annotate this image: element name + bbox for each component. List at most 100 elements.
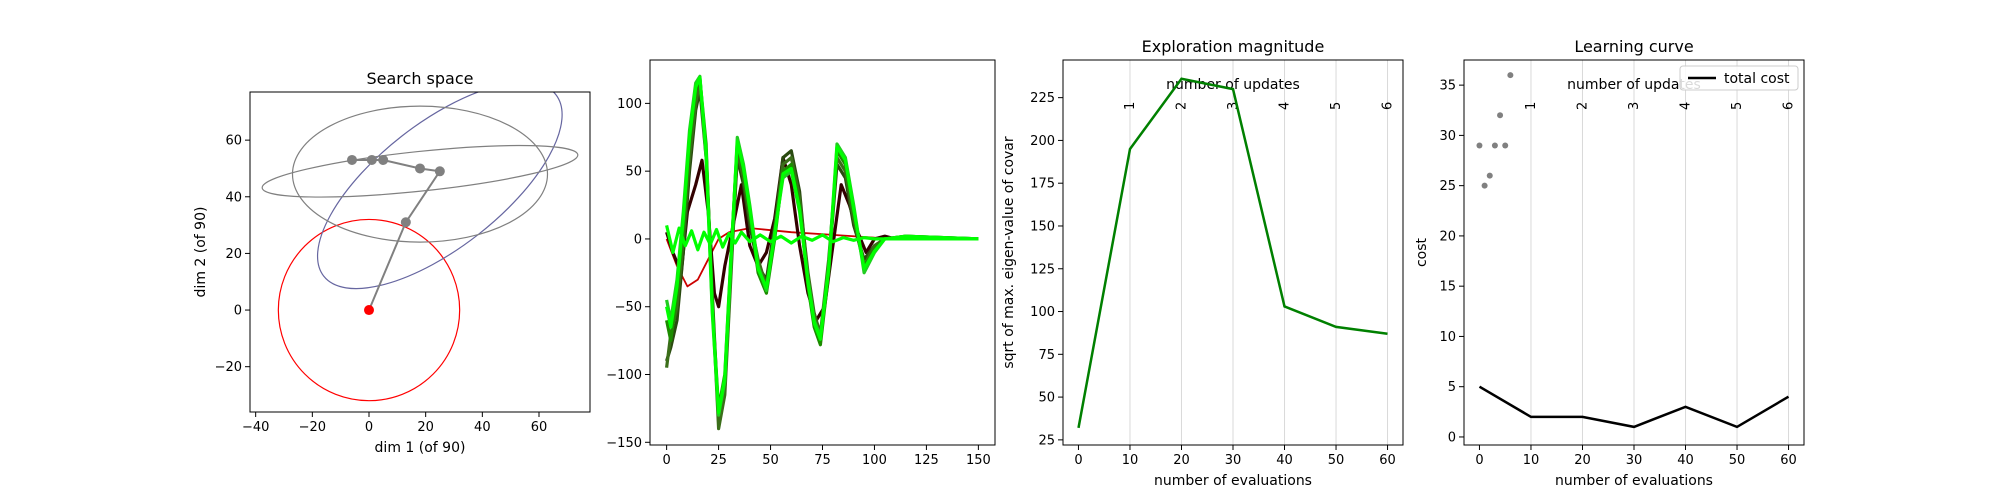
x-tick-label: 150	[966, 453, 991, 468]
sample-point	[1481, 182, 1488, 189]
y-tick-label: 20	[1439, 229, 1456, 244]
sample-point	[1497, 112, 1504, 119]
x-axis-label: number of evaluations	[1555, 473, 1713, 489]
update-tick-label: 6	[1381, 102, 1396, 110]
y-tick-label: 25	[1038, 433, 1055, 448]
mean-point	[400, 217, 411, 228]
x-tick-label: 20	[417, 420, 434, 435]
trajectory-line	[665, 74, 979, 417]
x-tick-label: 40	[1276, 453, 1293, 468]
y-tick-label: 100	[1030, 305, 1055, 320]
x-axis-label: dim 1 (of 90)	[375, 440, 466, 456]
x-tick-label: 0	[1074, 453, 1082, 468]
update-tick-label: 4	[1278, 102, 1293, 110]
update-tick-label: 3	[1627, 102, 1642, 110]
y-tick-label: 0	[1448, 430, 1456, 445]
update-tick-label: 4	[1679, 102, 1694, 110]
sample-point	[1486, 172, 1493, 179]
x-tick-label: 60	[1379, 453, 1396, 468]
x-tick-label: 0	[662, 453, 670, 468]
x-tick-label: 0	[1475, 453, 1483, 468]
x-tick-label: −40	[242, 420, 269, 435]
x-tick-label: 20	[1173, 453, 1190, 468]
trajectories-panel: 0 25 50 75 100 125 150 −150 −100 −50 0 50 100	[606, 59, 996, 468]
mean-point	[415, 163, 425, 174]
y-tick-label: 75	[1038, 348, 1055, 363]
x-tick-label: 25	[710, 453, 727, 468]
y-tick-label: 15	[1439, 280, 1456, 295]
legend-box	[1679, 65, 1799, 91]
update-tick-label: 6	[1782, 102, 1797, 110]
y-tick-label: 40	[225, 190, 242, 205]
plot-area	[261, 92, 579, 402]
y-tick-label: 200	[1030, 134, 1055, 149]
search-space-panel: −40 −20 0 20 40 60 −20 0 20 40 60 Search space dim 1…	[193, 69, 591, 456]
total-cost-line	[1478, 385, 1790, 429]
chart-title: Exploration magnitude	[1142, 37, 1325, 56]
sample-point	[1502, 142, 1509, 149]
plot-area	[665, 74, 979, 431]
y-tick-label: 20	[225, 247, 242, 262]
x-axis-label: number of evaluations	[1154, 473, 1312, 489]
x-tick-label: 60	[1780, 453, 1797, 468]
initial-mean-point	[364, 305, 374, 316]
update-tick-label: 2	[1174, 102, 1189, 110]
y-tick-label: 150	[1030, 219, 1055, 234]
y-axis-label: sqrt of max. eigen-value of covar	[1001, 136, 1017, 369]
trajectory-line	[665, 77, 979, 410]
update-tick-label: 1	[1123, 102, 1138, 110]
y-tick-label: 125	[1030, 262, 1055, 277]
covariance-ellipse	[261, 144, 579, 198]
y-tick-label: 175	[1030, 177, 1055, 192]
mean-point	[366, 154, 377, 165]
y-tick-label: 225	[1030, 91, 1055, 106]
trajectory-line	[665, 225, 979, 255]
y-tick-label: −20	[215, 360, 242, 375]
x-tick-label: 10	[1523, 453, 1540, 468]
covariance-ellipse	[291, 105, 549, 243]
legend-label: total cost	[1724, 71, 1790, 87]
x-tick-label: 10	[1122, 453, 1139, 468]
sample-point	[1476, 142, 1483, 149]
plot-area	[1476, 72, 1790, 429]
y-tick-label: −100	[606, 368, 642, 383]
trajectory-line	[665, 76, 979, 415]
mean-point	[378, 154, 389, 165]
x-tick-label: −20	[299, 420, 326, 435]
update-tick-label: 1	[1524, 102, 1539, 110]
y-tick-label: 35	[1439, 79, 1456, 94]
x-tick-label: 30	[1626, 453, 1643, 468]
exploration-line	[1077, 77, 1388, 429]
x-tick-label: 30	[1225, 453, 1242, 468]
y-tick-label: 30	[1439, 129, 1456, 144]
chart-title: Search space	[367, 69, 474, 88]
y-tick-label: 100	[617, 97, 642, 112]
x-tick-label: 20	[1574, 453, 1591, 468]
chart-title: Learning curve	[1574, 37, 1693, 56]
mean-point	[434, 166, 445, 177]
update-tick-label: 5	[1329, 102, 1344, 110]
y-tick-label: 5	[1448, 380, 1456, 395]
y-tick-label: 25	[1439, 179, 1456, 194]
x-tick-label: 0	[365, 420, 373, 435]
x-tick-label: 50	[1328, 453, 1345, 468]
top-axis-label: number of updates	[1567, 77, 1701, 93]
sample-point	[1491, 142, 1498, 149]
y-tick-label: −50	[615, 300, 642, 315]
x-tick-label: 40	[474, 420, 491, 435]
update-tick-label: 5	[1730, 102, 1745, 110]
x-tick-label: 40	[1677, 453, 1694, 468]
y-tick-label: 50	[625, 165, 642, 180]
trajectory-line	[665, 88, 979, 424]
mean-point	[347, 154, 357, 165]
y-tick-label: 50	[1038, 391, 1055, 406]
y-tick-label: −150	[606, 436, 642, 451]
axes-frame	[249, 91, 591, 413]
y-axis-label: dim 2 (of 90)	[193, 207, 209, 298]
y-tick-label: 0	[234, 304, 242, 319]
x-tick-label: 50	[1729, 453, 1746, 468]
y-tick-label: 0	[634, 232, 642, 247]
x-tick-label: 100	[862, 453, 887, 468]
